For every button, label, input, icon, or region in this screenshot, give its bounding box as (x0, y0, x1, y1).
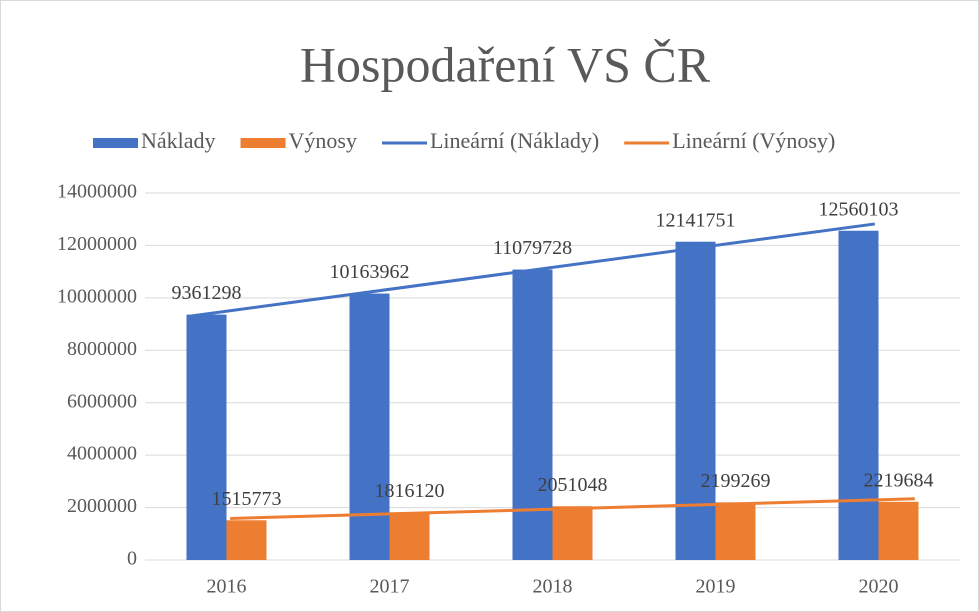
bar (675, 241, 716, 560)
bar (715, 502, 756, 560)
data-label: 9361298 (172, 282, 242, 304)
y-tick-label: 12000000 (57, 233, 137, 255)
data-label: 10163962 (330, 261, 410, 283)
data-label: 12141751 (656, 209, 736, 231)
x-tick-label: 2017 (370, 576, 410, 598)
data-label: 11079728 (493, 237, 572, 259)
data-label: 12560103 (819, 198, 899, 220)
bar (226, 520, 267, 560)
bar (349, 293, 390, 560)
legend-label: Výnosy (289, 128, 357, 153)
legend-swatch (93, 138, 138, 148)
chart-title: Hospodaření VS ČR (300, 36, 711, 92)
bar (878, 501, 919, 560)
y-tick-label: 2000000 (67, 495, 137, 517)
data-label: 2219684 (864, 469, 934, 491)
y-tick-label: 10000000 (57, 285, 137, 307)
data-label: 1816120 (375, 480, 445, 502)
bar (186, 314, 227, 560)
bar (512, 269, 553, 560)
y-tick-label: 8000000 (67, 338, 137, 360)
legend-label: Lineární (Náklady) (430, 128, 599, 153)
y-tick-label: 14000000 (57, 181, 137, 203)
trendline (189, 222, 876, 318)
y-tick-label: 0 (127, 548, 137, 570)
data-label: 1515773 (212, 488, 282, 510)
data-label: 2051048 (538, 474, 608, 496)
legend-swatch (240, 138, 286, 148)
legend-label: Náklady (141, 128, 216, 153)
y-tick-label: 4000000 (67, 443, 137, 465)
trendline (230, 497, 915, 520)
x-tick-label: 2018 (533, 576, 573, 598)
bar (838, 230, 879, 561)
legend-label: Lineární (Výnosy) (672, 128, 835, 153)
bar (389, 512, 430, 560)
y-tick-label: 6000000 (67, 390, 137, 412)
data-label: 2199269 (701, 470, 771, 492)
x-tick-label: 2016 (207, 576, 247, 598)
x-tick-label: 2019 (696, 576, 736, 598)
x-tick-label: 2020 (859, 576, 899, 598)
bar (552, 506, 593, 560)
